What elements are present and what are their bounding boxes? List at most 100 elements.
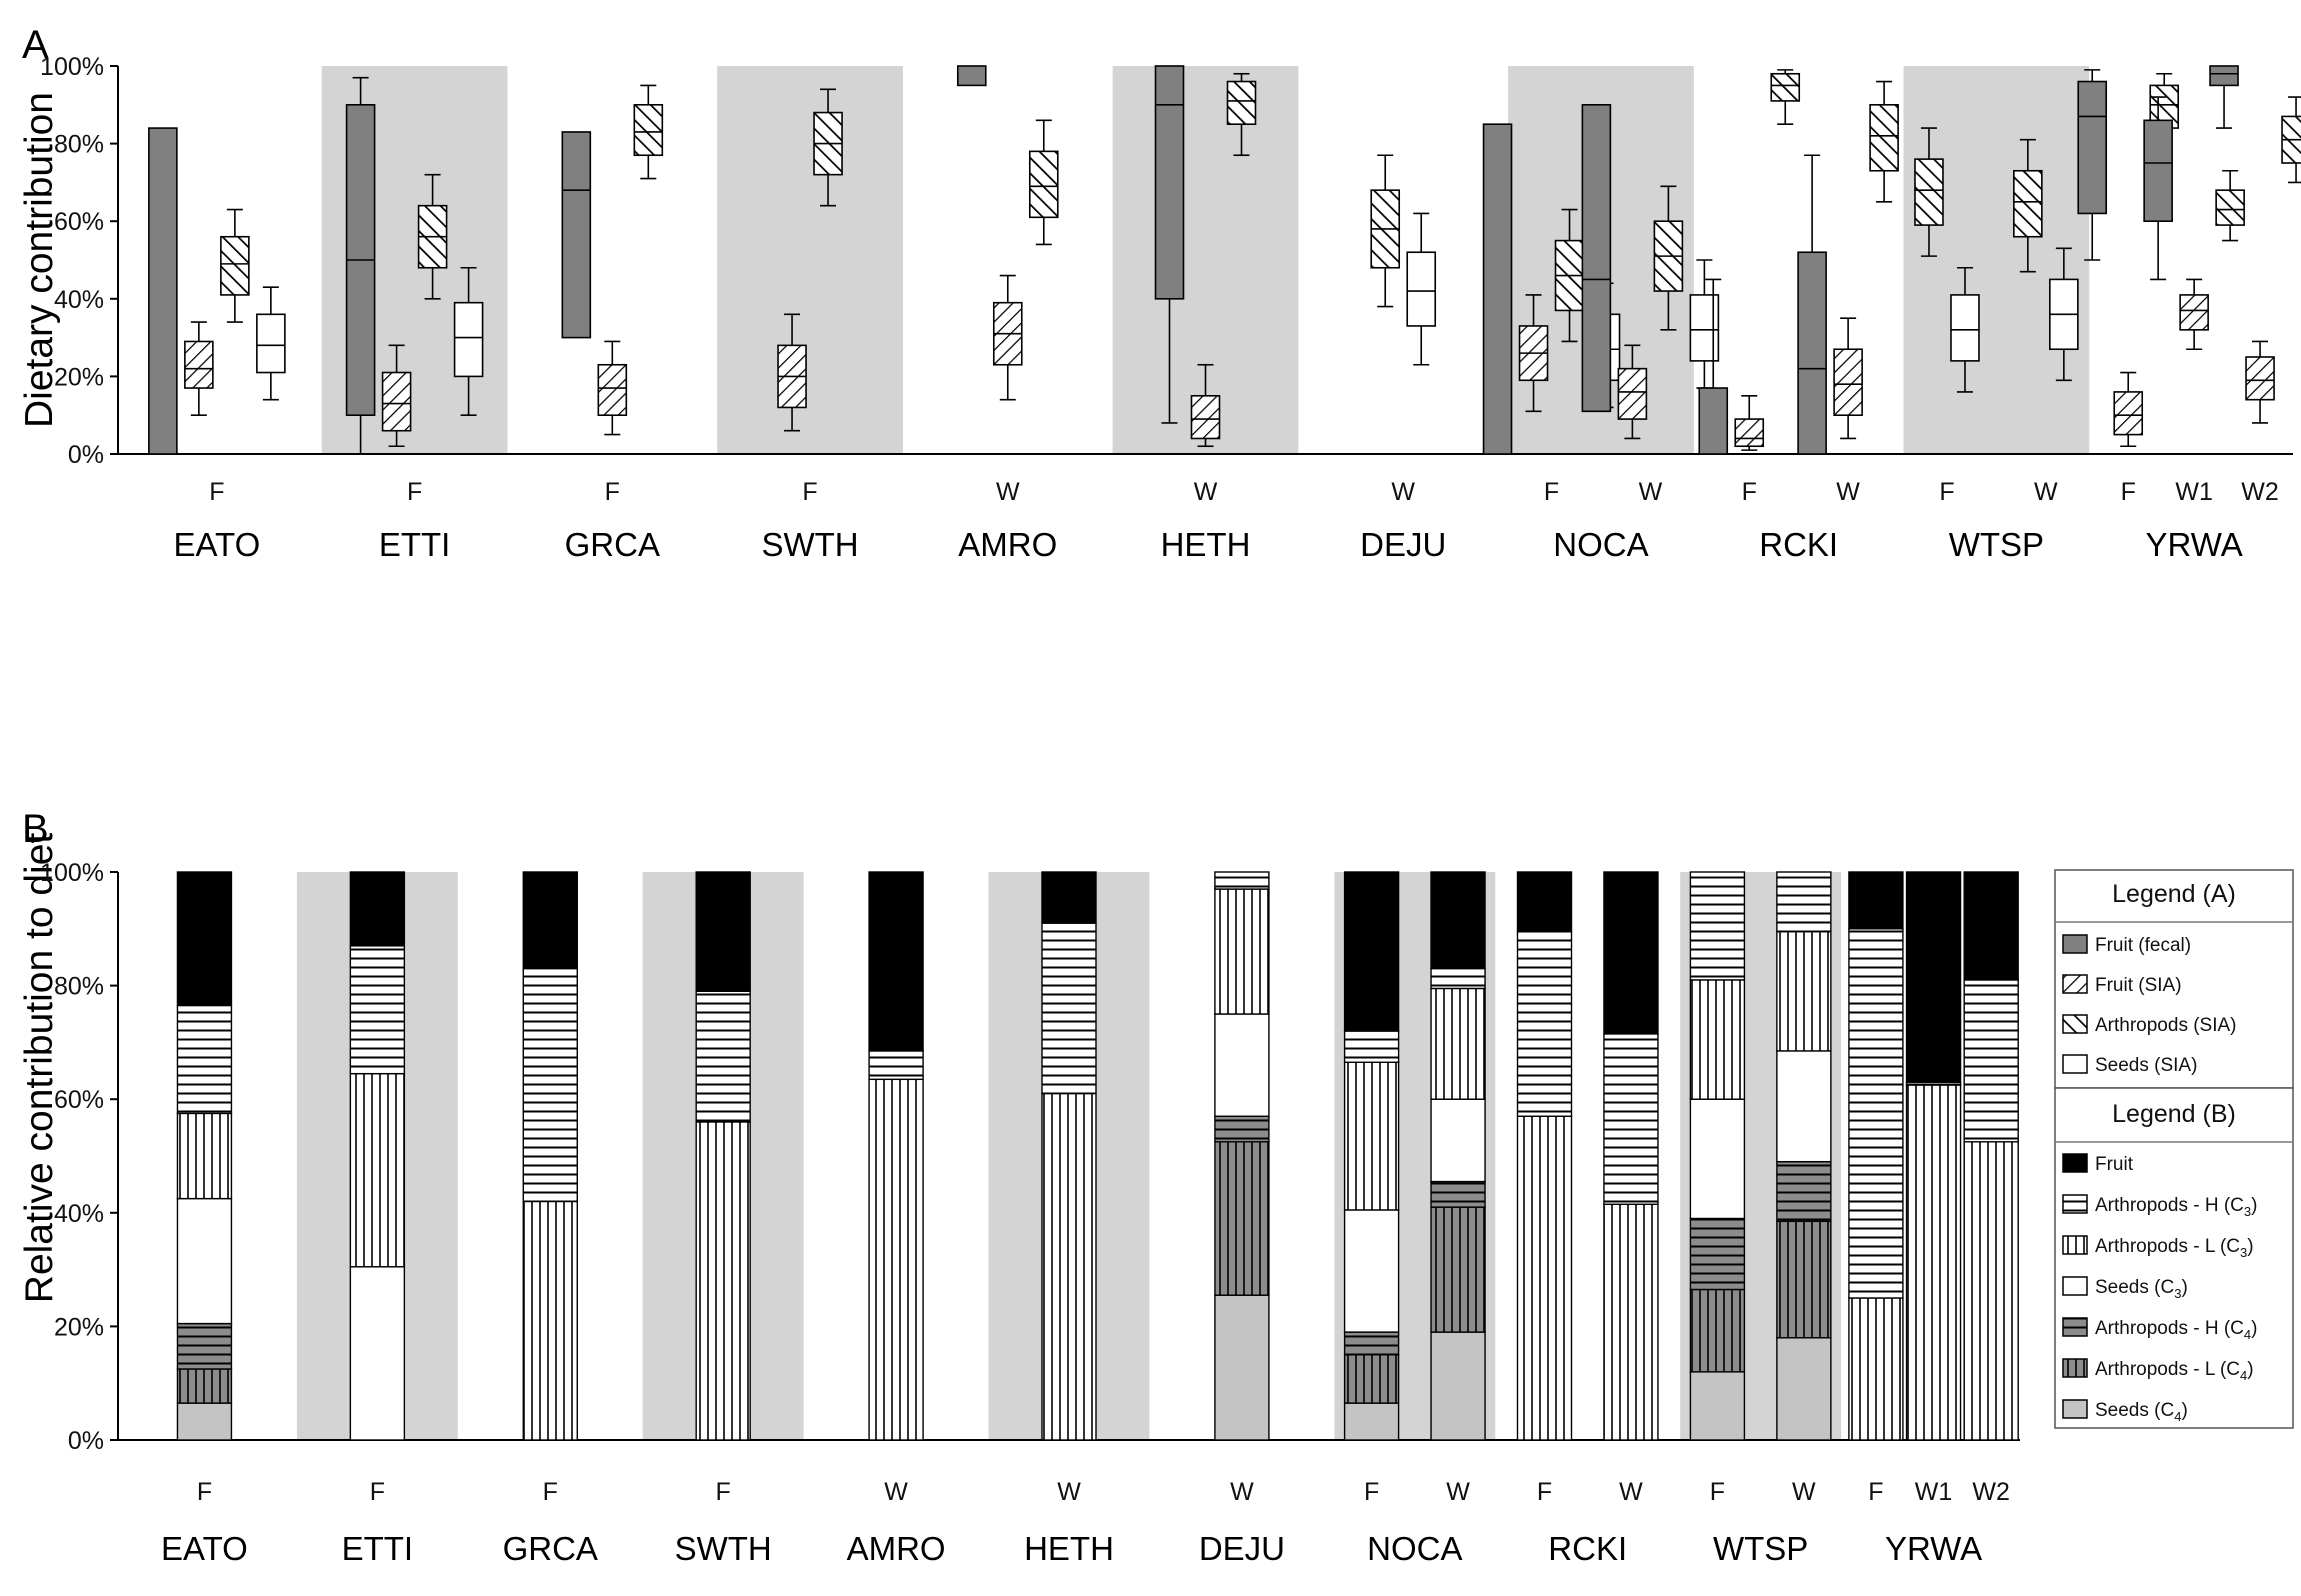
panel-b-bar-label: W1 (1915, 1478, 1953, 1506)
box-body (256, 313, 286, 374)
bar-segment-fruit (1905, 871, 1962, 1083)
bar-segment-seeds-c4 (1214, 1294, 1270, 1441)
box-swth-f-fruit-sia (777, 313, 807, 432)
box-eato-f-arth-sia (220, 208, 250, 323)
bar-segment-arth-h-c4 (1430, 1180, 1486, 1208)
box-body (1833, 348, 1863, 416)
panel-a-y-tick-label: 0% (68, 441, 104, 469)
bar-segment-arth-l-c3 (868, 1078, 924, 1441)
bar-segment-fruit (522, 871, 578, 970)
box-deju-w-seeds-sia (1406, 212, 1437, 366)
box-body (1226, 80, 1257, 125)
box-body (2143, 119, 2173, 222)
box-rcki-f-fruit-sia (1734, 394, 1765, 451)
legend-b-item-seeds-c3-close: ) (2181, 1277, 2187, 1298)
bar-segment-seeds-c3 (1776, 1050, 1832, 1163)
bar-grca-f (522, 871, 578, 1441)
bar-segment-arth-l-c4 (176, 1368, 233, 1404)
box-heth-w-fecal (1154, 65, 1185, 424)
panel-a-group-label: W (1836, 478, 1860, 506)
legend-b-item-arth-l-c3-sub: 3 (2240, 1245, 2247, 1260)
panel-a-group-label: F (1742, 478, 1757, 506)
bar-segment-arth-l-c3 (176, 1112, 233, 1200)
box-body (148, 127, 178, 455)
box-body (956, 65, 987, 87)
panel-a-species-label-deju: DEJU (1360, 526, 1446, 563)
panel-a: 0%20%40%60%80%100%FEATOFETTIFGRCAFSWTHWA… (40, 53, 2301, 563)
panel-b-bar-label: F (543, 1478, 558, 1506)
legend-b-item-arth-l-c3-text: Arthropods - L (C (2095, 1236, 2240, 1257)
legend-a-item-fecal: Fruit (fecal) (2095, 935, 2191, 956)
bar-yrwa-w1 (1905, 871, 1962, 1441)
panel-a-group-label: W (1639, 478, 1663, 506)
bar-segment-seeds-c3 (1343, 1209, 1400, 1333)
panel-b-species-label-deju: DEJU (1199, 1530, 1285, 1567)
box-body (2077, 80, 2108, 215)
bar-segment-arth-h-c3 (522, 967, 578, 1203)
panel-a-group-label: W2 (2241, 478, 2279, 506)
bar-segment-arth-h-c3 (1776, 871, 1832, 933)
bar-heth-w (1041, 871, 1097, 1441)
box-body (453, 301, 484, 378)
bar-segment-seeds-c3 (1214, 1013, 1270, 1117)
panel-a-species-label-grca: GRCA (565, 526, 660, 563)
box-rcki-f-arth-sia (1770, 69, 1801, 125)
panel-a-group-label: F (1544, 478, 1559, 506)
panel-b-bar-label: W (1230, 1478, 1254, 1506)
legend-b-item-arth-l-c4: Arthropods - L (C4) (2095, 1359, 2254, 1383)
legend-a-item-seeds-sia: Seeds (SIA) (2095, 1055, 2197, 1076)
panel-b-y-tick-label: 60% (54, 1086, 104, 1114)
box-grca-f-fecal (561, 131, 592, 339)
bar-yrwa-w2 (1963, 871, 2019, 1441)
panel-b-bar-label: W (1057, 1478, 1081, 1506)
panel-b-bar-label: F (716, 1478, 731, 1506)
box-noca-f-arth-sia (1554, 208, 1585, 343)
panel-b-bar-label: F (197, 1478, 212, 1506)
panel-b-species-label-grca: GRCA (503, 1530, 598, 1567)
bar-segment-arth-l-c4 (1689, 1288, 1746, 1373)
bar-segment-arth-l-c4 (1214, 1141, 1270, 1296)
bar-segment-seeds-c4 (1776, 1337, 1832, 1441)
panel-b-bar-label: F (1868, 1478, 1883, 1506)
panel-a-species-label-amro: AMRO (958, 526, 1057, 563)
box-grca-f-arth-sia (633, 84, 664, 180)
panel-b-bar-label: F (370, 1478, 385, 1506)
panel-label-b: B (22, 807, 49, 851)
bar-segment-arth-l-c3 (1343, 1061, 1400, 1211)
box-eato-f-fecal (148, 127, 178, 455)
box-body (1698, 387, 1729, 455)
box-noca-f-fecal (1482, 123, 1513, 455)
legend-b-item-arth-h-c4-close: ) (2251, 1318, 2257, 1339)
box-body (1797, 251, 1827, 455)
box-body (1617, 367, 1648, 420)
legend-b-item-seeds-c4-text: Seeds (C (2095, 1400, 2174, 1421)
bar-segment-seeds-c3 (349, 1266, 406, 1441)
panel-b: 0%20%40%60%80%100%FEATOFETTIFGRCAFSWTHWA… (40, 859, 2020, 1567)
bar-segment-seeds-c4 (1430, 1331, 1486, 1441)
bar-rcki-w (1603, 871, 1659, 1441)
legend-b-item-arth-l-c3-close: ) (2247, 1236, 2253, 1257)
bar-segment-fruit (349, 871, 406, 947)
legend-b-item-fruit: Fruit (2095, 1154, 2134, 1175)
bar-etti-f (349, 871, 406, 1441)
bar-segment-arth-h-c3 (1848, 928, 1904, 1299)
bar-segment-arth-h-c4 (1343, 1331, 1400, 1356)
panel-b-species-label-noca: NOCA (1367, 1530, 1462, 1567)
box-yrwa-f-fecal (2077, 69, 2108, 261)
bar-segment-arth-h-c3 (1603, 1033, 1659, 1205)
bar-segment-arth-l-c3 (1516, 1115, 1573, 1441)
bar-segment-arth-h-c3 (1430, 967, 1486, 990)
panel-a-group-label: W (996, 478, 1020, 506)
panel-b-species-label-heth: HETH (1024, 1530, 1114, 1567)
bar-segment-fruit (1041, 871, 1097, 924)
bar-deju-w (1214, 871, 1270, 1441)
box-amro-w-fruit-sia (992, 274, 1023, 401)
box-body (2179, 294, 2209, 331)
legend-b-item-seeds-c3-sub: 3 (2174, 1286, 2181, 1301)
legend-b-swatch-arth-l-c4 (2062, 1358, 2088, 1378)
legend-b-item-arth-l-c4-text: Arthropods - L (C (2095, 1359, 2240, 1380)
bar-segment-arth-h-c3 (1963, 979, 2019, 1143)
bar-segment-seeds-c3 (1430, 1098, 1486, 1183)
box-yrwa-w1-fruit-sia (2179, 278, 2209, 351)
box-amro-w-arth-sia (1028, 119, 1059, 246)
